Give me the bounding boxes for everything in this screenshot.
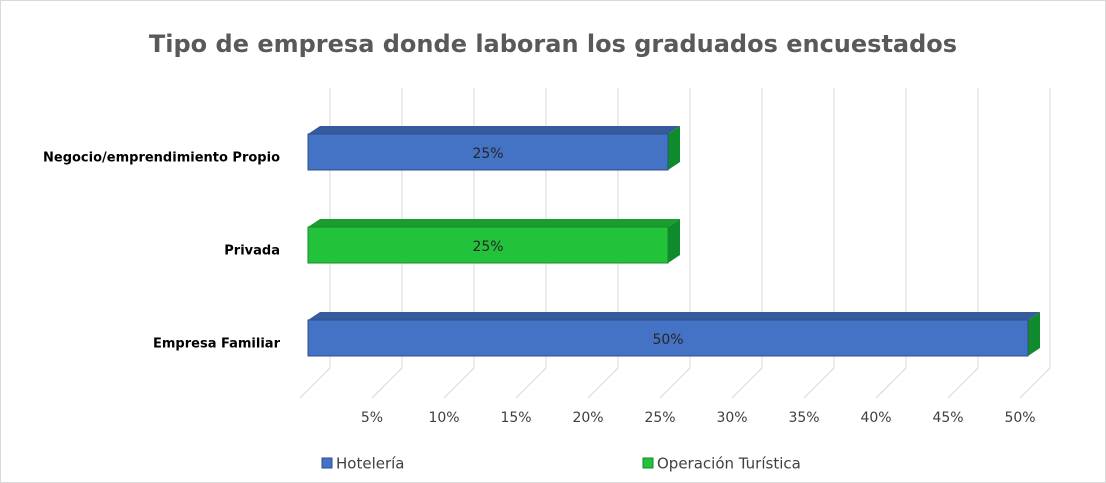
grid-line [731, 88, 763, 399]
bar-top [308, 126, 680, 134]
bar-top [308, 219, 680, 227]
x-tick-label: 10% [428, 410, 459, 426]
x-tick-label: 25% [644, 410, 675, 426]
value-label: 25% [472, 146, 503, 162]
grid-line [587, 88, 619, 399]
grid-line [371, 88, 403, 399]
x-tick-label: 30% [716, 410, 747, 426]
x-tick-label: 20% [572, 410, 603, 426]
bar [307, 319, 1029, 357]
x-tick-label: 15% [500, 410, 531, 426]
y-tick-label: Privada [224, 244, 280, 259]
grid-line [1019, 88, 1051, 399]
value-label: 25% [472, 239, 503, 255]
y-tick-label: Negocio/emprendimiento Propio [43, 151, 280, 166]
chart-title: Tipo de empresa donde laboran los gradua… [149, 30, 957, 58]
grid-line [947, 88, 979, 399]
x-tick-label: 50% [1004, 410, 1035, 426]
grid-line [515, 88, 547, 399]
legend-label: Hotelería [336, 455, 405, 473]
bar-side [668, 219, 680, 263]
grid-line [443, 88, 475, 399]
legend-swatch [642, 457, 654, 469]
grid-line [803, 88, 835, 399]
value-label: 50% [652, 332, 683, 348]
x-tick-label: 35% [788, 410, 819, 426]
bar [307, 133, 669, 171]
legend-label: Operación Turística [657, 455, 801, 473]
x-tick-label: 45% [932, 410, 963, 426]
y-tick-label: Empresa Familiar [153, 337, 281, 352]
bar-side [1028, 312, 1040, 356]
bar [307, 226, 669, 264]
grid-line [875, 88, 907, 399]
x-tick-label: 40% [860, 410, 891, 426]
x-tick-label: 5% [361, 410, 383, 426]
bar-side [668, 126, 680, 170]
grid-line [659, 88, 691, 399]
bar-top [308, 312, 1040, 320]
back-wall-edge [299, 88, 331, 399]
legend-swatch [321, 457, 333, 469]
